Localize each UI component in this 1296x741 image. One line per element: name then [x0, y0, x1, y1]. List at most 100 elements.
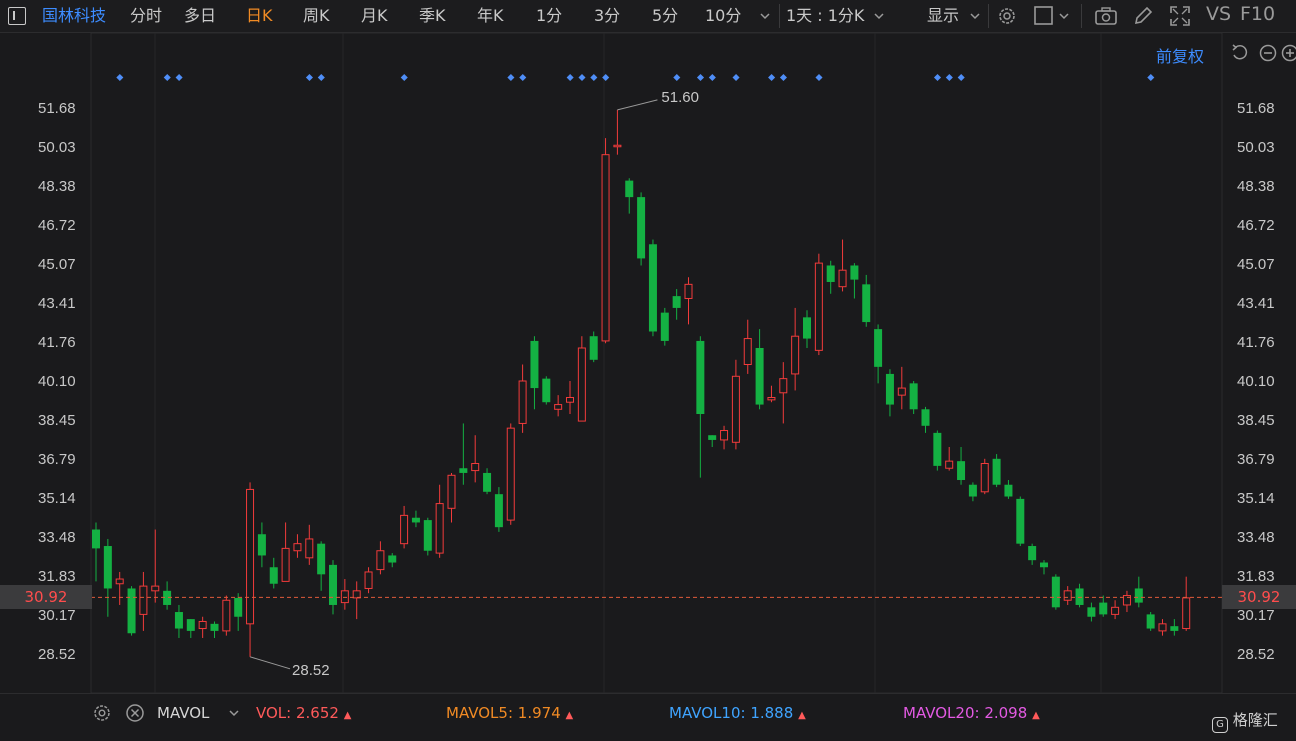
candle-body — [495, 494, 503, 527]
tab-yearly-k[interactable]: 年K — [477, 6, 504, 26]
candle-body — [673, 296, 681, 308]
chevron-down-icon[interactable] — [872, 9, 886, 23]
fullscreen-icon[interactable] — [1169, 5, 1191, 27]
tab-1min[interactable]: 1分 — [536, 6, 562, 26]
candle-up — [1123, 591, 1130, 612]
candle-body — [211, 624, 219, 631]
tab-monthly-k[interactable]: 月K — [361, 6, 388, 26]
candle-up — [341, 579, 348, 610]
vs-button[interactable]: VS — [1206, 4, 1231, 24]
candle-down — [1052, 574, 1060, 609]
stock-name[interactable]: 国林科技 — [42, 6, 106, 26]
tab-weekly-k[interactable]: 周K — [303, 6, 330, 26]
gear-icon[interactable] — [92, 703, 112, 723]
candle-body — [92, 530, 100, 549]
price-tick-label: 35.14 — [1237, 490, 1275, 507]
camera-icon[interactable] — [1094, 5, 1118, 27]
price-axis-left: 51.6850.0348.3846.7245.0743.4141.7640.10… — [38, 100, 76, 663]
candle-up — [1112, 600, 1119, 619]
candle-up — [294, 534, 301, 558]
candle-body — [483, 473, 491, 492]
tab-5min[interactable]: 5分 — [652, 6, 678, 26]
candle-down — [637, 192, 645, 265]
candle-body — [815, 263, 822, 350]
tab-multi-day[interactable]: 多日 — [184, 6, 216, 26]
candle-down — [933, 431, 941, 471]
price-tick-label: 45.07 — [38, 256, 76, 273]
tab-quarterly-k[interactable]: 季K — [419, 6, 446, 26]
event-marker-icon — [164, 74, 171, 81]
candle-up — [365, 567, 372, 593]
candle-body — [981, 464, 988, 492]
close-icon[interactable] — [125, 703, 145, 723]
candle-down — [163, 581, 171, 609]
candle-body — [792, 336, 799, 374]
candle-body — [567, 398, 574, 403]
high-price-label: 51.60 — [661, 89, 699, 106]
candle-body — [507, 428, 514, 520]
price-tick-label: 31.83 — [38, 568, 76, 585]
candle-body — [140, 586, 147, 614]
tab-10min[interactable]: 10分 — [705, 6, 741, 26]
candle-body — [946, 461, 953, 468]
candle-body — [649, 244, 657, 331]
candle-body — [270, 567, 278, 584]
watermark-text: 格隆汇 — [1233, 711, 1278, 729]
candle-body — [637, 197, 645, 258]
price-axis-right: 51.6850.0348.3846.7245.0743.4141.7640.10… — [1237, 100, 1275, 663]
candle-down — [661, 308, 669, 346]
f10-button[interactable]: F10 — [1240, 4, 1275, 24]
candle-down — [910, 381, 918, 414]
tab-3min[interactable]: 3分 — [594, 6, 620, 26]
indicator-name[interactable]: MAVOL — [157, 703, 209, 723]
candle-body — [768, 398, 775, 400]
candle-body — [732, 376, 739, 442]
display-menu[interactable]: 显示 — [927, 6, 959, 26]
square-icon[interactable] — [1033, 5, 1055, 27]
candle-down — [957, 447, 965, 485]
logo-icon: G — [1212, 717, 1228, 733]
price-tick-label: 30.17 — [38, 607, 76, 624]
candle-body — [199, 621, 206, 628]
top-toolbar: 国林科技 分时 多日 日K 周K 月K 季K 年K 1分 3分 5分 10分 1… — [0, 0, 1296, 33]
event-markers — [116, 74, 1154, 81]
candle-down — [756, 329, 764, 409]
chevron-down-icon[interactable] — [758, 9, 772, 23]
price-tick-label: 40.10 — [1237, 373, 1275, 390]
tab-daily-k[interactable]: 日K — [246, 6, 273, 26]
candlestick-plot[interactable]: 51.60 28.52 51.6850.0348.3846.7245.0743.… — [0, 33, 1296, 693]
tab-intraday[interactable]: 分时 — [130, 6, 162, 26]
candle-up — [946, 447, 953, 471]
price-tick-label: 43.41 — [38, 295, 76, 312]
low-price-label: 28.52 — [292, 662, 330, 679]
event-marker-icon — [946, 74, 953, 81]
candle-body — [1028, 546, 1036, 560]
candle-body — [969, 485, 977, 497]
candle-down — [1170, 619, 1178, 636]
candle-up — [1183, 577, 1190, 631]
divider — [988, 4, 989, 28]
event-marker-icon — [590, 74, 597, 81]
candle-up — [436, 485, 443, 558]
candle-down — [1135, 577, 1143, 608]
candle-body — [590, 336, 598, 360]
pencil-icon[interactable] — [1132, 5, 1154, 27]
event-marker-icon — [733, 74, 740, 81]
event-marker-icon — [401, 74, 408, 81]
sidebar-toggle-icon[interactable] — [8, 7, 26, 25]
price-tick-label: 41.76 — [1237, 334, 1275, 351]
candle-up — [898, 367, 905, 409]
candle-body — [294, 544, 301, 551]
chevron-down-icon[interactable] — [1057, 9, 1071, 23]
event-marker-icon — [934, 74, 941, 81]
chevron-down-icon[interactable] — [968, 9, 982, 23]
candle-down — [649, 240, 657, 337]
vol-label: VOL: — [256, 704, 291, 722]
gear-icon[interactable] — [996, 5, 1018, 27]
candle-down — [483, 468, 491, 494]
chevron-down-icon[interactable] — [227, 706, 241, 720]
candle-down — [850, 263, 858, 298]
candle-up — [507, 423, 514, 524]
period-selector[interactable]: 1天 : 1分K — [786, 6, 864, 26]
